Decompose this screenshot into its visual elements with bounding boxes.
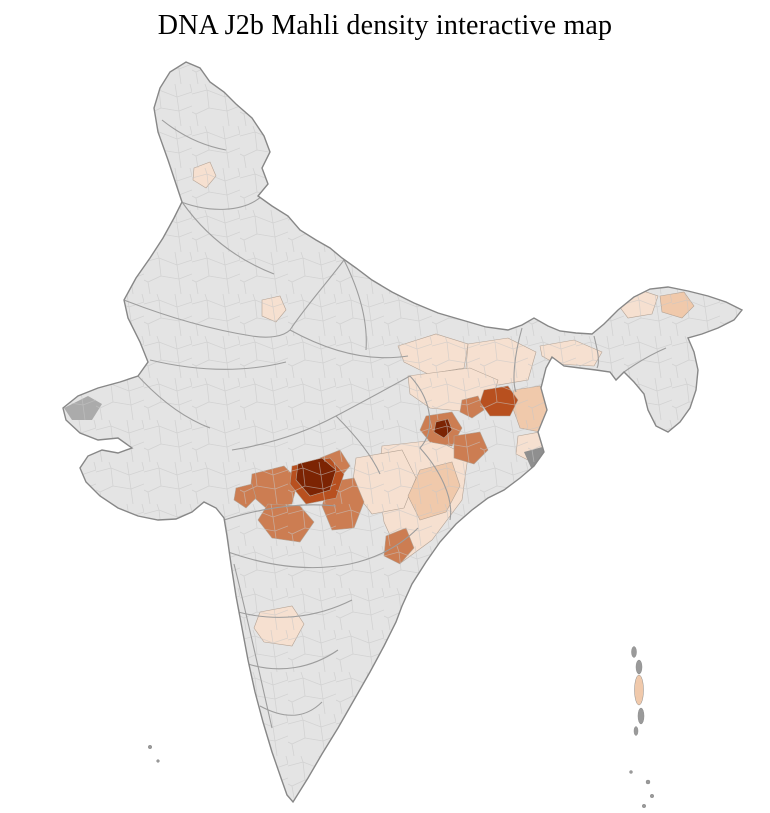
state-boundary-line — [137, 375, 211, 429]
state-boundary-line — [237, 599, 353, 618]
island-district-region[interactable] — [634, 674, 644, 706]
state-boundary-line — [593, 335, 599, 369]
state-boundary-line — [223, 504, 337, 521]
state-boundary-line — [227, 527, 419, 569]
state-boundary-line — [259, 701, 323, 716]
island — [649, 793, 655, 799]
page-title: DNA J2b Mahli density interactive map — [157, 10, 613, 41]
state-boundary-line — [233, 563, 273, 729]
islands — [147, 646, 655, 809]
state-boundary-line — [409, 375, 452, 521]
island — [645, 779, 651, 785]
island — [631, 646, 637, 658]
island — [633, 726, 639, 736]
state-boundary-line — [335, 415, 381, 475]
island — [637, 707, 645, 725]
state-boundary-line — [161, 119, 227, 151]
state-boundary-line — [149, 359, 287, 370]
island — [629, 770, 633, 774]
state-boundary-line — [181, 201, 275, 275]
island — [147, 744, 153, 750]
island — [156, 759, 160, 763]
state-boundary-line — [289, 329, 409, 359]
state-boundary-line — [175, 195, 263, 210]
island — [641, 803, 647, 809]
state-boundary-line — [623, 347, 667, 373]
state-boundary-line — [343, 259, 367, 351]
state-boundaries — [123, 119, 667, 729]
state-boundary-line — [123, 299, 291, 338]
state-boundary-line — [231, 375, 411, 451]
state-boundary-line — [513, 327, 523, 393]
state-boundary-line — [289, 259, 345, 331]
island — [635, 659, 643, 675]
